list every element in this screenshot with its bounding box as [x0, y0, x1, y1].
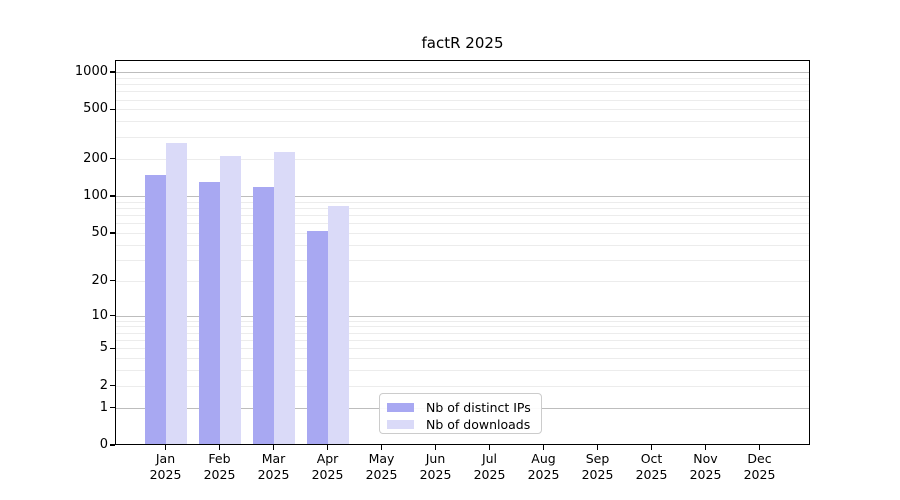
gridline-minor	[115, 332, 810, 334]
x-tick	[704, 445, 707, 450]
x-tick-label: Apr 2025	[311, 451, 344, 482]
y-tick	[110, 232, 115, 234]
y-tick	[110, 384, 115, 387]
gridline-minor	[115, 99, 810, 101]
x-tick-label: Aug 2025	[527, 451, 560, 482]
x-tick	[326, 445, 329, 450]
x-tick-label: Nov 2025	[689, 451, 722, 482]
bar-nb-of-distinct-ips-feb	[198, 182, 220, 445]
y-tick	[110, 347, 115, 349]
y-tick	[110, 71, 115, 73]
gridline-minor	[115, 370, 810, 372]
x-tick-label: Feb 2025	[203, 451, 236, 482]
gridline-minor	[115, 280, 810, 282]
bar-nb-of-distinct-ips-mar	[252, 186, 274, 445]
x-tick-label: Jan 2025	[149, 451, 182, 482]
gridline-major	[115, 315, 810, 317]
x-tick	[488, 445, 491, 450]
gridline-minor	[115, 158, 810, 160]
y-tick-label: 2	[99, 377, 108, 393]
y-tick-label: 500	[83, 101, 108, 117]
plot-border	[115, 60, 810, 445]
legend-label-downloads: Nb of downloads	[426, 417, 531, 432]
bar-nb-of-downloads-apr	[327, 206, 349, 445]
x-tick	[758, 445, 761, 450]
x-tick-label: Mar 2025	[257, 451, 290, 482]
legend-swatch-distinct-ips	[387, 403, 414, 412]
y-tick-label: 1000	[74, 64, 108, 79]
gridline-minor	[115, 84, 810, 85]
bar-nb-of-distinct-ips-apr	[306, 230, 328, 445]
gridline-minor	[115, 339, 810, 341]
x-tick	[218, 445, 221, 450]
y-tick	[110, 279, 115, 282]
y-tick-label: 1	[99, 399, 108, 415]
x-tick	[380, 445, 383, 450]
y-tick-label: 0	[99, 437, 108, 452]
legend: Nb of distinct IPs Nb of downloads	[379, 393, 542, 434]
legend-swatch-downloads	[387, 420, 414, 429]
y-tick	[110, 157, 115, 160]
y-tick	[110, 195, 115, 197]
y-tick	[110, 444, 115, 446]
gridline-minor	[115, 121, 810, 123]
y-tick	[110, 108, 115, 111]
gridline-minor	[115, 223, 810, 225]
x-tick	[434, 445, 437, 450]
x-tick-label: Oct 2025	[635, 451, 668, 482]
x-tick	[272, 445, 275, 450]
gridline-minor	[115, 232, 810, 234]
gridline-minor	[115, 109, 810, 111]
gridline-minor	[115, 259, 810, 261]
gridline-major	[115, 195, 810, 197]
gridline-minor	[115, 201, 810, 203]
gridline-minor	[115, 326, 810, 328]
y-tick-label: 50	[91, 224, 108, 240]
x-tick-label: Dec 2025	[743, 451, 776, 482]
gridline-minor	[115, 385, 810, 387]
chart-title: factR 2025	[421, 34, 504, 52]
x-tick-label: Sep 2025	[581, 451, 614, 482]
y-tick	[110, 406, 115, 409]
bar-nb-of-downloads-feb	[219, 156, 241, 445]
legend-item-distinct-ips: Nb of distinct IPs	[387, 400, 532, 415]
x-tick-label: Jun 2025	[419, 451, 452, 482]
y-tick	[110, 314, 115, 317]
gridline-minor	[115, 348, 810, 350]
y-tick-label: 10	[91, 307, 108, 323]
y-tick-label: 200	[83, 150, 108, 166]
gridline-major	[115, 72, 810, 73]
x-tick-label: May 2025	[365, 451, 398, 482]
y-tick-label: 20	[91, 272, 108, 288]
legend-item-downloads: Nb of downloads	[387, 417, 532, 432]
gridline-minor	[115, 77, 810, 79]
bar-nb-of-downloads-mar	[273, 152, 295, 445]
bar-nb-of-downloads-jan	[165, 142, 187, 445]
x-tick-label: Jul 2025	[473, 451, 506, 482]
gridline-minor	[115, 214, 810, 216]
gridline-minor	[115, 207, 810, 209]
gridline-minor	[115, 320, 810, 322]
x-tick	[596, 445, 599, 450]
x-tick	[650, 445, 653, 450]
y-tick-label: 100	[83, 187, 108, 203]
bar-nb-of-distinct-ips-jan	[144, 175, 166, 445]
gridline-minor	[115, 244, 810, 246]
legend-label-distinct-ips: Nb of distinct IPs	[426, 400, 531, 415]
x-tick	[542, 445, 545, 450]
gridline-minor	[115, 91, 810, 93]
gridline-minor	[115, 358, 810, 360]
gridline-minor	[115, 136, 810, 138]
x-tick	[164, 445, 167, 450]
y-tick-label: 5	[99, 340, 108, 356]
